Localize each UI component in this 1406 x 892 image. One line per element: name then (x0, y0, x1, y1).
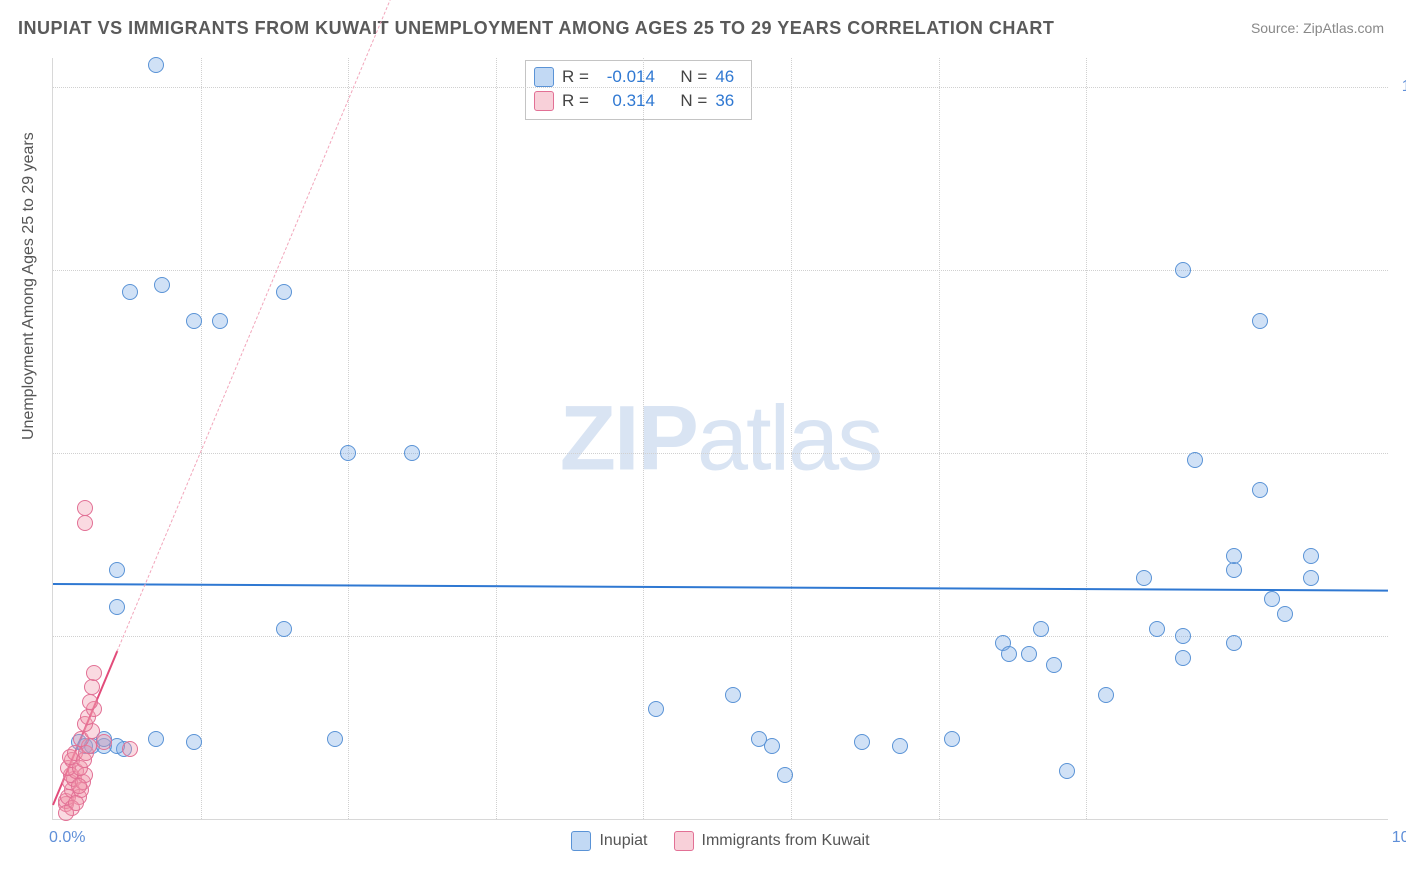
data-point-inupiat (854, 734, 870, 750)
source-link[interactable]: ZipAtlas.com (1303, 20, 1384, 36)
y-tick-label: 75.0% (1396, 261, 1406, 279)
y-tick-label: 100.0% (1396, 78, 1406, 96)
r-value-kuwait: 0.314 (597, 91, 655, 111)
data-point-kuwait (84, 679, 100, 695)
data-point-inupiat (1175, 628, 1191, 644)
data-point-inupiat (1149, 621, 1165, 637)
data-point-inupiat (1175, 262, 1191, 278)
data-point-inupiat (1226, 548, 1242, 564)
data-point-inupiat (404, 445, 420, 461)
legend-label-kuwait: Immigrants from Kuwait (702, 832, 870, 850)
swatch-kuwait-icon (674, 831, 694, 851)
scatter-plot: ZIPatlas R = -0.014 N = 46 R = 0.314 N =… (52, 58, 1388, 820)
data-point-inupiat (1252, 482, 1268, 498)
watermark: ZIPatlas (560, 386, 881, 491)
watermark-bold: ZIP (560, 387, 697, 489)
data-point-inupiat (276, 621, 292, 637)
swatch-inupiat (534, 67, 554, 87)
data-point-inupiat (327, 731, 343, 747)
gridline-vertical (791, 58, 792, 819)
n-label: N = (680, 67, 707, 87)
data-point-kuwait (77, 500, 93, 516)
data-point-inupiat (1175, 650, 1191, 666)
data-point-inupiat (751, 731, 767, 747)
x-tick-label: 100.0% (1392, 829, 1406, 847)
x-tick-label: 0.0% (49, 829, 85, 847)
gridline-horizontal (53, 87, 1388, 88)
data-point-inupiat (725, 687, 741, 703)
data-point-inupiat (1046, 657, 1062, 673)
gridline-vertical (348, 58, 349, 819)
gridline-vertical (1086, 58, 1087, 819)
n-value-inupiat: 46 (715, 67, 743, 87)
gridline-vertical (201, 58, 202, 819)
data-point-kuwait (82, 694, 98, 710)
data-point-inupiat (1033, 621, 1049, 637)
data-point-kuwait (122, 741, 138, 757)
data-point-inupiat (154, 277, 170, 293)
corr-row-inupiat: R = -0.014 N = 46 (534, 65, 743, 89)
r-label: R = (562, 91, 589, 111)
data-point-inupiat (212, 313, 228, 329)
data-point-kuwait (96, 734, 112, 750)
watermark-rest: atlas (697, 387, 881, 489)
data-point-inupiat (122, 284, 138, 300)
data-point-inupiat (109, 599, 125, 615)
gridline-vertical (496, 58, 497, 819)
swatch-kuwait (534, 91, 554, 111)
data-point-inupiat (1021, 646, 1037, 662)
data-point-inupiat (1136, 570, 1152, 586)
data-point-inupiat (1187, 452, 1203, 468)
legend-item-inupiat: Inupiat (571, 831, 647, 851)
r-label: R = (562, 67, 589, 87)
data-point-inupiat (777, 767, 793, 783)
y-tick-label: 50.0% (1396, 444, 1406, 462)
data-point-inupiat (648, 701, 664, 717)
data-point-inupiat (186, 734, 202, 750)
legend-item-kuwait: Immigrants from Kuwait (674, 831, 870, 851)
n-label: N = (680, 91, 707, 111)
data-point-inupiat (944, 731, 960, 747)
data-point-inupiat (1303, 548, 1319, 564)
data-point-inupiat (1264, 591, 1280, 607)
trendline-inupiat (53, 583, 1388, 592)
gridline-vertical (939, 58, 940, 819)
n-value-kuwait: 36 (715, 91, 743, 111)
data-point-inupiat (1226, 635, 1242, 651)
data-point-kuwait (58, 805, 74, 821)
data-point-inupiat (276, 284, 292, 300)
trendline-ext-kuwait (117, 0, 535, 651)
data-point-inupiat (1252, 313, 1268, 329)
corr-row-kuwait: R = 0.314 N = 36 (534, 89, 743, 113)
data-point-inupiat (1098, 687, 1114, 703)
data-point-inupiat (1001, 646, 1017, 662)
data-point-kuwait (71, 778, 87, 794)
data-point-inupiat (1277, 606, 1293, 622)
data-point-inupiat (148, 731, 164, 747)
data-point-inupiat (892, 738, 908, 754)
data-point-kuwait (86, 665, 102, 681)
data-point-inupiat (186, 313, 202, 329)
r-value-inupiat: -0.014 (597, 67, 655, 87)
chart-title: INUPIAT VS IMMIGRANTS FROM KUWAIT UNEMPL… (18, 18, 1054, 39)
y-axis-title: Unemployment Among Ages 25 to 29 years (20, 132, 38, 440)
data-point-kuwait (77, 515, 93, 531)
gridline-vertical (643, 58, 644, 819)
source-prefix: Source: (1251, 20, 1303, 36)
data-point-inupiat (340, 445, 356, 461)
source-attribution: Source: ZipAtlas.com (1251, 20, 1384, 36)
gridline-horizontal (53, 453, 1388, 454)
data-point-inupiat (1303, 570, 1319, 586)
data-point-inupiat (1059, 763, 1075, 779)
swatch-inupiat-icon (571, 831, 591, 851)
data-point-inupiat (109, 562, 125, 578)
legend-label-inupiat: Inupiat (599, 832, 647, 850)
y-tick-label: 25.0% (1396, 627, 1406, 645)
correlation-legend: R = -0.014 N = 46 R = 0.314 N = 36 (525, 60, 752, 120)
series-legend: Inupiat Immigrants from Kuwait (53, 831, 1388, 851)
data-point-inupiat (148, 57, 164, 73)
data-point-inupiat (1226, 562, 1242, 578)
